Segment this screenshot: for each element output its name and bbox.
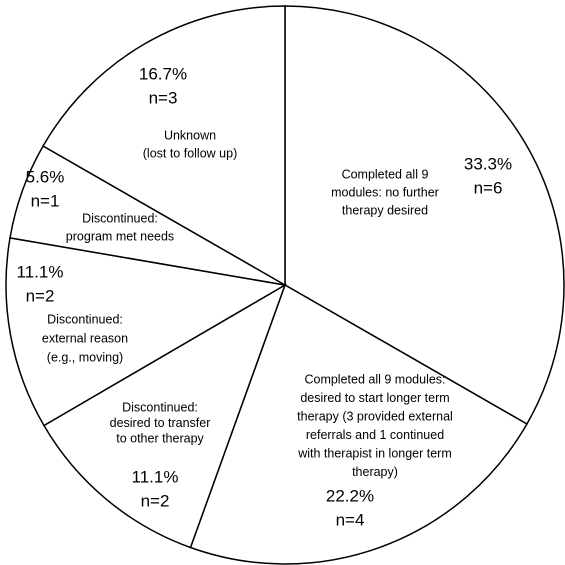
- slice-description: desired to start longer term: [300, 391, 449, 405]
- slice-description: modules: no further: [331, 185, 439, 199]
- slice-description: therapy desired: [342, 203, 428, 217]
- percent-label: 5.6%: [26, 167, 65, 186]
- pie-slice: [42, 283, 287, 549]
- slice-description: Discontinued:: [122, 400, 198, 414]
- slice-description: (e.g., moving): [47, 350, 123, 364]
- count-label: n=1: [31, 191, 60, 210]
- pie-slice: [5, 237, 288, 427]
- count-label: n=4: [336, 510, 365, 529]
- slice-description: desired to transfer: [110, 416, 211, 430]
- count-label: n=3: [149, 88, 178, 107]
- slice-description: external reason: [42, 331, 128, 345]
- slice-description: (lost to follow up): [143, 146, 237, 160]
- percent-label: 22.2%: [326, 486, 374, 505]
- count-label: n=2: [26, 286, 55, 305]
- slice-description: Unknown: [164, 128, 216, 142]
- count-label: n=6: [474, 178, 503, 197]
- percent-label: 11.1%: [17, 262, 64, 281]
- slice-description: referrals and 1 continued: [306, 428, 444, 442]
- pie-slice: [284, 5, 565, 426]
- pie-slice: [42, 5, 286, 287]
- slice-description: with therapist in longer term: [297, 446, 452, 460]
- count-label: n=2: [141, 491, 170, 510]
- pie-slice: [189, 283, 528, 565]
- percent-label: 33.3%: [464, 154, 512, 173]
- slice-description: Completed all 9: [342, 167, 429, 181]
- slice-description: Discontinued:: [82, 211, 158, 225]
- percent-label: 11.1%: [132, 467, 179, 486]
- slice-description: therapy): [352, 465, 398, 479]
- slice-description: Completed all 9 modules:: [304, 372, 445, 386]
- percent-label: 16.7%: [139, 64, 187, 83]
- slice-description: Discontinued:: [47, 312, 123, 326]
- slice-description: program met needs: [66, 229, 174, 243]
- slice-description: to other therapy: [116, 431, 204, 445]
- slice-description: therapy (3 provided external: [297, 409, 453, 423]
